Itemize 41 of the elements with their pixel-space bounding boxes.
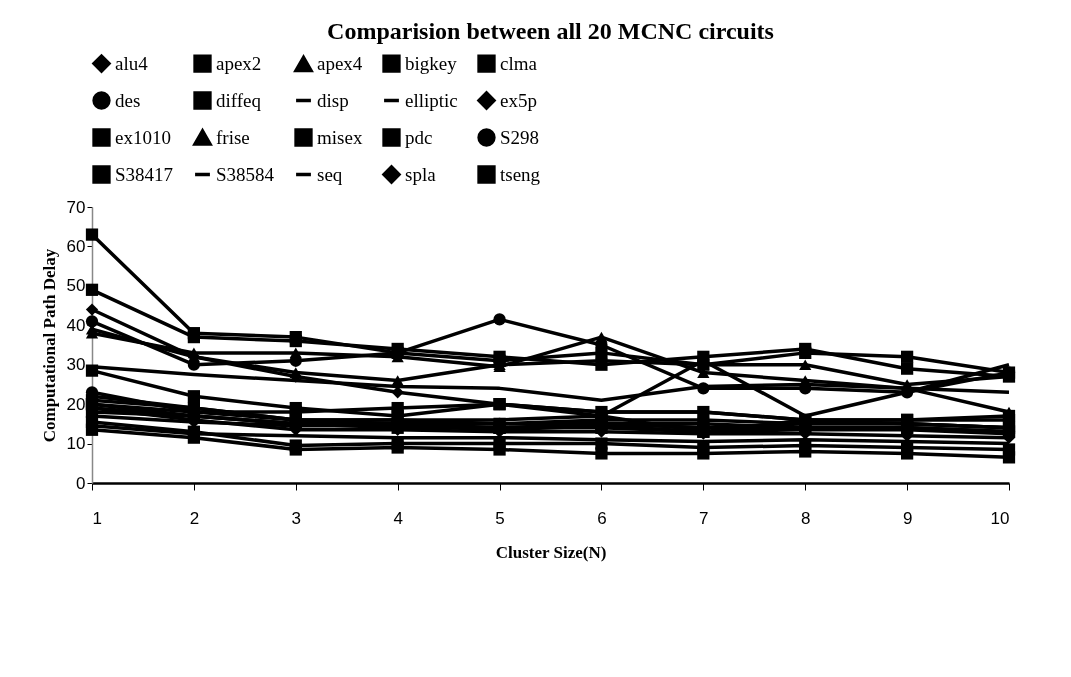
legend-label: seq <box>317 163 343 185</box>
x-tick-label: 10 <box>990 508 1010 528</box>
x-tick-label: 1 <box>92 508 102 528</box>
legend-label: elliptic <box>405 89 458 111</box>
chart-title: Comparision between all 20 MCNC circuits <box>327 18 774 44</box>
legend-label: pdc <box>405 126 433 148</box>
y-tick-label: 0 <box>76 473 86 493</box>
legend-label: spla <box>405 163 437 185</box>
y-tick-label: 60 <box>66 236 86 256</box>
x-tick-label: 8 <box>800 508 811 528</box>
y-axis-title: Computational Path Delay <box>39 248 59 443</box>
legend-label: bigkey <box>405 52 458 74</box>
legend-label: misex <box>317 126 363 148</box>
legend-label: ex5p <box>500 89 537 111</box>
y-tick-label: 50 <box>66 276 86 296</box>
x-tick-label: 7 <box>699 508 709 528</box>
x-tick-label: 3 <box>291 508 302 528</box>
x-tick-label: 5 <box>495 508 505 528</box>
legend-label: S38417 <box>115 163 174 185</box>
legend-label: alu4 <box>115 52 149 74</box>
legend-label: S38584 <box>216 163 275 185</box>
y-tick-label: 40 <box>66 315 86 335</box>
legend-label: tseng <box>500 163 541 185</box>
x-tick-label: 2 <box>189 508 200 528</box>
y-tick-label: 30 <box>66 355 86 375</box>
legend-label: des <box>115 89 141 111</box>
legend-label: apex2 <box>216 52 262 74</box>
legend-label: S298 <box>500 126 540 148</box>
y-tick-label: 10 <box>66 434 86 454</box>
legend-label: clma <box>500 52 538 74</box>
legend-label: apex4 <box>317 53 363 75</box>
legend-label: ex1010 <box>115 126 171 148</box>
y-tick-label: 70 <box>66 197 86 217</box>
x-tick-label: 4 <box>393 508 403 528</box>
x-tick-label: 9 <box>902 508 913 528</box>
x-tick-label: 6 <box>597 508 607 528</box>
legend-label: disp <box>317 89 349 111</box>
x-axis-title: Cluster Size(N) <box>495 542 607 562</box>
y-tick-label: 20 <box>66 394 86 414</box>
legend-label: frise <box>216 126 250 148</box>
legend-label: diffeq <box>216 89 262 111</box>
